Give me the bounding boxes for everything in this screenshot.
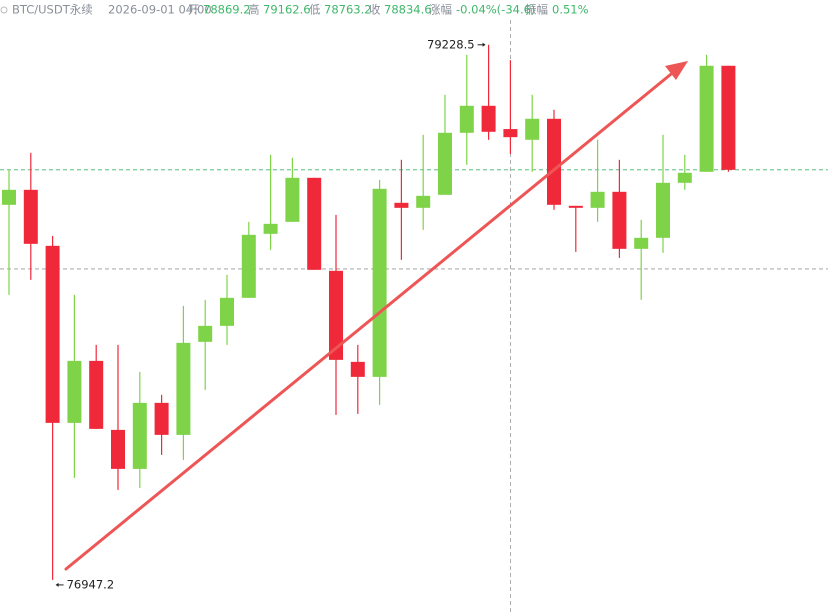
max-price-pointer-head — [482, 42, 486, 47]
close-label: 收 — [369, 3, 381, 17]
trend-arrow — [64, 61, 688, 571]
candle-body — [176, 342, 191, 435]
min-price-pointer-head — [55, 582, 59, 587]
candle-body — [612, 191, 627, 249]
candle-body — [111, 429, 125, 469]
candle-body — [307, 177, 322, 270]
header: BTC/USDT永续 2026-09-01 04:00 开 78869.2 高 … — [0, 3, 589, 17]
candle-body — [481, 105, 496, 132]
candle-body — [220, 297, 234, 326]
candle-body — [438, 132, 452, 195]
low-label: 低 — [309, 3, 321, 17]
open-label: 开 — [188, 3, 200, 17]
candle-body — [23, 189, 38, 244]
candle-body — [132, 402, 147, 469]
candle-body — [372, 188, 387, 377]
amplitude-value: 0.51% — [552, 3, 589, 17]
change-label: 涨幅 — [429, 3, 452, 17]
candle-body — [394, 202, 409, 208]
candle-body — [677, 172, 692, 183]
candle-body — [285, 177, 300, 222]
max-price-label: 79228.5 — [427, 37, 475, 51]
candle-body — [241, 234, 256, 298]
candle-body — [329, 270, 343, 360]
close-value: 78834.6 — [384, 3, 432, 17]
amplitude-label: 振幅 — [525, 3, 548, 17]
change-value: -0.04%(-34.6) — [456, 3, 535, 17]
candle-body — [45, 245, 60, 423]
candle-body — [699, 65, 714, 172]
icon — [0, 6, 8, 14]
candle-body — [416, 195, 431, 208]
candle-body — [547, 118, 561, 205]
high-label: 高 — [248, 3, 260, 17]
candle-body — [350, 361, 365, 377]
candle-body — [721, 65, 736, 170]
arrow-head — [665, 61, 688, 80]
candle-body — [656, 182, 670, 238]
candle-body — [503, 129, 518, 138]
candle-body — [2, 189, 16, 205]
candle-body — [525, 118, 540, 140]
candle-body — [459, 105, 474, 133]
candle-body — [568, 205, 583, 208]
candle-body — [634, 237, 649, 249]
candle-body — [590, 191, 605, 208]
symbol: BTC/USDT永续 — [12, 3, 93, 17]
candle-body — [89, 360, 104, 429]
time: 2026-09-01 04:00 — [108, 3, 212, 17]
min-price-label: 76947.2 — [67, 577, 115, 591]
candle-body — [154, 402, 169, 435]
arrow-shaft — [64, 68, 678, 571]
high-value: 79162.6 — [263, 3, 311, 17]
candle-body — [198, 325, 213, 342]
low-value: 78763.2 — [324, 3, 372, 17]
open-value: 78869.2 — [203, 3, 251, 17]
candle-body — [67, 360, 82, 423]
candle-body — [263, 223, 278, 234]
plot: 79228.5 76947.2 — [0, 20, 828, 615]
